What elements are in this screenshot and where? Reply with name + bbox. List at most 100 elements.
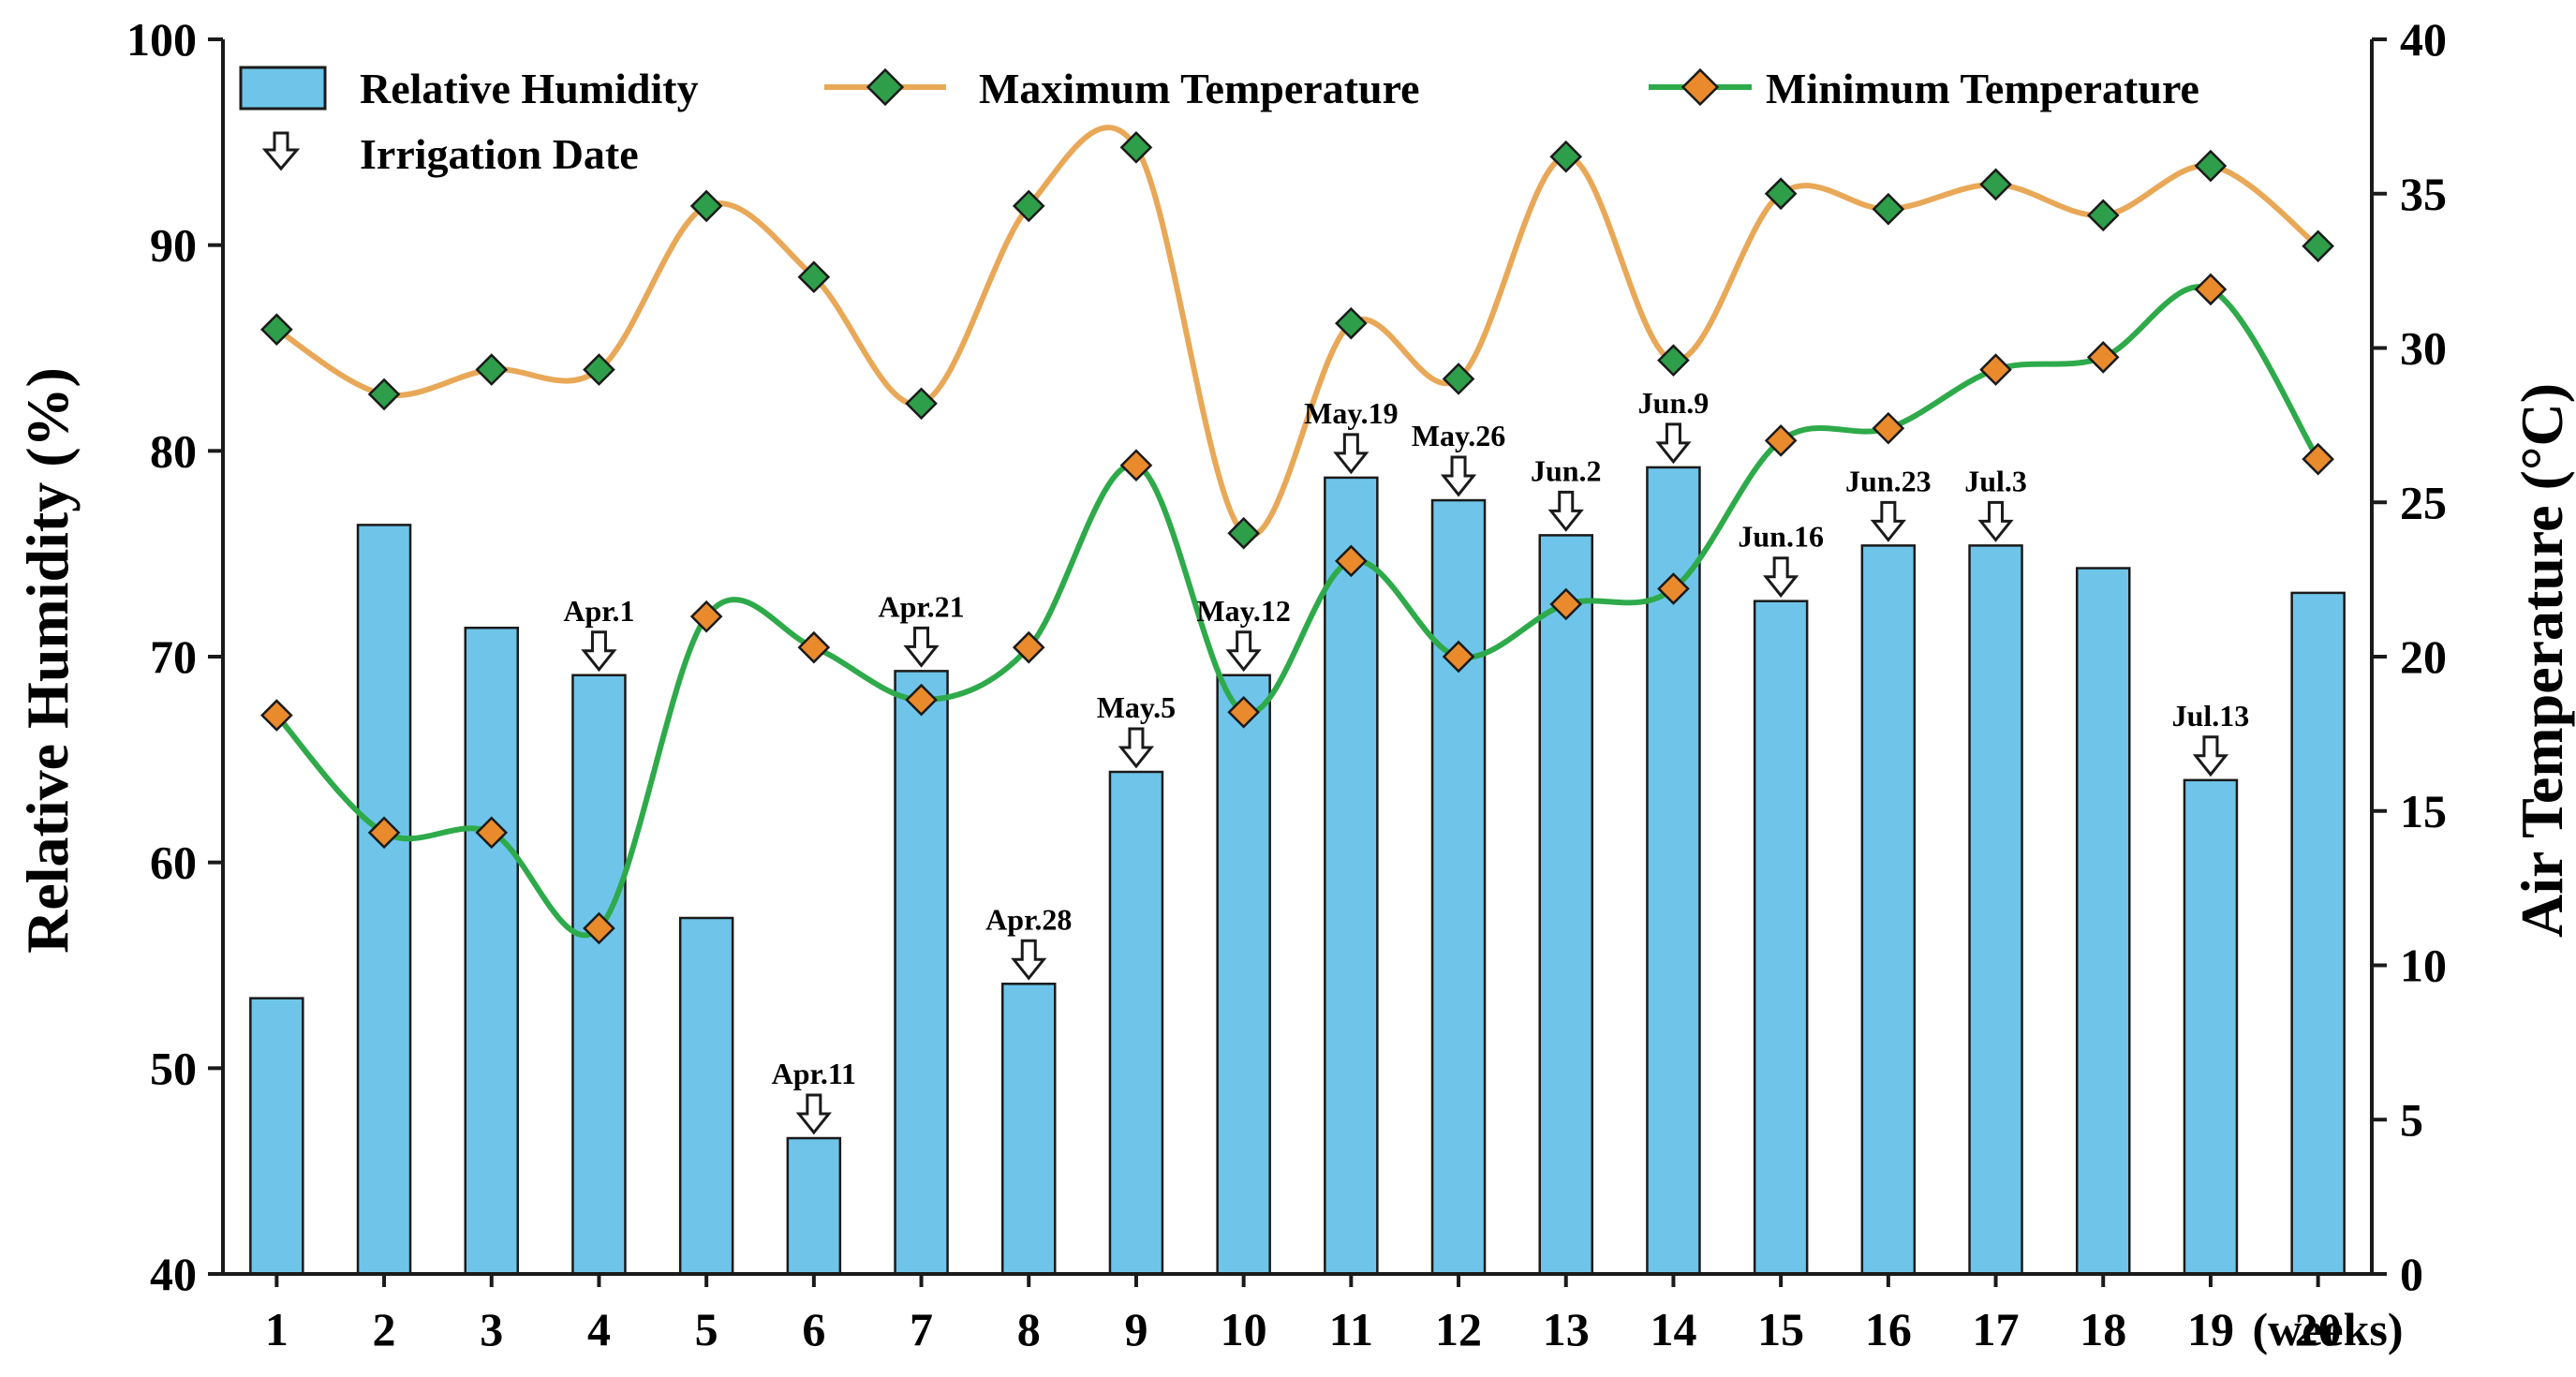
tmax-marker xyxy=(1012,189,1045,223)
tmin-marker xyxy=(1012,630,1045,664)
x-tick-label: 16 xyxy=(1865,1303,1912,1355)
rh-bar xyxy=(1001,983,1057,1276)
irrigation-date-label: Jul.3 xyxy=(1964,464,2027,497)
left-tick-label: 50 xyxy=(150,1042,197,1094)
rh-bar xyxy=(678,916,734,1276)
right-tick-label: 5 xyxy=(2400,1093,2423,1146)
right-axis-title: Air Temperature (°C) xyxy=(2509,383,2575,938)
x-tick-label: 3 xyxy=(480,1303,503,1355)
tmax-line xyxy=(274,125,2321,540)
tmin-marker xyxy=(1442,640,1475,674)
right-tick-label: 20 xyxy=(2400,630,2447,683)
tmax-marker xyxy=(1764,177,1798,211)
irrigation-arrow-icon xyxy=(1225,630,1262,673)
tmax-marker xyxy=(1335,306,1368,340)
rh-bar xyxy=(356,524,412,1276)
irrigation-date-label: May.19 xyxy=(1304,396,1398,430)
right-tick-label: 25 xyxy=(2400,476,2447,528)
legend: Relative Humidity Maximum Temperature Mi… xyxy=(239,65,2199,178)
irrigation-arrow-icon xyxy=(903,626,940,668)
x-tick-label: 7 xyxy=(910,1303,933,1355)
legend-tmin-label: Minimum Temperature xyxy=(1766,65,2199,112)
tmin-marker xyxy=(1227,695,1260,729)
rh-bar xyxy=(464,626,519,1276)
tmax-marker xyxy=(1872,192,1905,226)
x-tick-label: 17 xyxy=(1973,1303,2020,1355)
tmin-marker xyxy=(2086,341,2120,374)
left-tick-label: 80 xyxy=(150,424,197,477)
irrigation-arrow-icon xyxy=(581,630,617,673)
rh-bar xyxy=(249,997,304,1276)
tmin-marker xyxy=(689,600,723,633)
irrigation-layer: Apr.1 Apr.11 Apr.21 Apr.28 May.5 May.12 May.19… xyxy=(563,386,2250,1135)
x-tick-label: 18 xyxy=(2080,1303,2126,1355)
right-tick-label: 30 xyxy=(2400,322,2447,375)
tmin-marker xyxy=(260,699,293,732)
tmax-marker xyxy=(583,353,615,386)
irrigation-date-label: Jul.13 xyxy=(2172,699,2250,733)
x-tick-label: 5 xyxy=(695,1303,718,1355)
rh-bar xyxy=(571,674,627,1276)
irrigation-date-label: Jun.9 xyxy=(1638,386,1710,420)
x-tick-label: 6 xyxy=(802,1303,825,1355)
irrigation-date-label: May.12 xyxy=(1196,594,1290,628)
tmin-marker xyxy=(1872,411,1905,445)
legend-rh-swatch xyxy=(239,66,327,111)
rh-bar xyxy=(1216,674,1271,1276)
tmax-marker xyxy=(1549,140,1583,173)
x-tick-label: 11 xyxy=(1329,1303,1373,1355)
rh-bar xyxy=(2183,778,2239,1276)
right-tick-label: 35 xyxy=(2400,168,2447,220)
right-tick-label: 15 xyxy=(2400,785,2447,837)
tmin-marker xyxy=(1335,544,1368,578)
irrigation-date-label: May.26 xyxy=(1412,419,1505,452)
tmax-marker xyxy=(2194,149,2228,183)
irrigation-arrow-icon xyxy=(1440,455,1477,497)
x-unit-label: (weeks) xyxy=(2252,1303,2403,1355)
legend-tmax-label: Maximum Temperature xyxy=(979,65,1420,112)
tmax-marker xyxy=(2302,230,2334,263)
irrigation-arrow-icon xyxy=(1118,727,1155,769)
rh-bar xyxy=(1108,770,1164,1276)
irrigation-date-label: Apr.1 xyxy=(563,594,634,628)
tmin-marker xyxy=(475,816,509,850)
rh-bar xyxy=(2076,567,2131,1276)
tmin-marker xyxy=(2194,273,2228,306)
x-tick-label: 1 xyxy=(265,1303,289,1355)
left-tick-label: 70 xyxy=(150,630,197,683)
tmin-marker xyxy=(583,911,615,945)
irrigation-date-label: Apr.28 xyxy=(985,902,1072,936)
x-tick-label: 4 xyxy=(587,1303,611,1355)
tmin-marker xyxy=(1657,572,1690,605)
x-tick-label: 9 xyxy=(1124,1303,1147,1355)
rh-bar xyxy=(1753,600,1809,1276)
tmax-marker xyxy=(475,353,509,386)
tmax-marker xyxy=(1227,516,1260,550)
x-tick-label: 14 xyxy=(1650,1303,1696,1355)
irrigation-arrow-icon xyxy=(1655,422,1692,465)
legend-tmax-marker xyxy=(866,67,905,107)
lines-layer xyxy=(260,125,2334,945)
tmax-marker xyxy=(1442,363,1475,395)
irrigation-date-label: Apr.11 xyxy=(772,1057,856,1090)
legend-tmin-marker xyxy=(1680,67,1720,107)
bars-layer xyxy=(249,466,2346,1276)
right-tick-label: 10 xyxy=(2400,940,2447,992)
legend-irrigation-arrow-icon xyxy=(261,131,301,171)
x-tick-label: 10 xyxy=(1221,1303,1267,1355)
rh-bar xyxy=(1968,544,2023,1276)
left-axis-title: Relative Humidity (%) xyxy=(14,367,81,954)
tmin-marker xyxy=(1119,449,1153,482)
tmin-marker xyxy=(2302,442,2334,476)
left-tick-label: 100 xyxy=(126,13,197,66)
rh-bar xyxy=(1324,476,1379,1276)
left-tick-label: 90 xyxy=(150,219,197,272)
irrigation-arrow-icon xyxy=(795,1093,832,1135)
x-tick-label: 20 xyxy=(2295,1303,2342,1355)
irrigation-date-label: Jun.2 xyxy=(1531,453,1602,487)
tmin-marker xyxy=(797,630,831,664)
irrigation-date-label: Apr.21 xyxy=(878,589,964,623)
irrigation-arrow-icon xyxy=(1977,500,2014,542)
x-tick-label: 2 xyxy=(373,1303,396,1355)
